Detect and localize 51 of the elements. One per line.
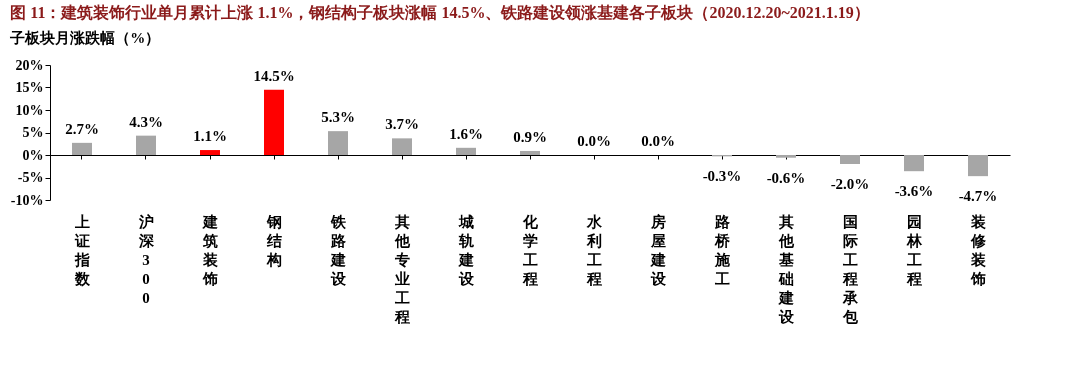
chart-subtitle: 子板块月涨跌幅（%） — [9, 30, 161, 46]
x-tick-label: 上证指数 — [73, 213, 91, 287]
data-label: 0.0% — [577, 133, 611, 149]
x-tick-label: 装修装饰 — [969, 213, 987, 287]
bar — [264, 89, 284, 155]
x-tick-label: 路桥施工 — [713, 213, 731, 287]
bar — [72, 142, 92, 155]
bar — [328, 131, 348, 155]
data-label: 14.5% — [253, 67, 295, 84]
y-tick-label: 15% — [15, 80, 44, 95]
data-label: -3.6% — [894, 183, 934, 200]
y-tick-label: 20% — [15, 57, 44, 73]
data-label: 1.1% — [193, 128, 227, 145]
data-label: 3.7% — [385, 116, 419, 133]
x-tick-label: 建筑装饰 — [201, 213, 218, 287]
bar — [968, 155, 988, 177]
x-tick-label: 化学工程 — [521, 213, 539, 287]
data-label: -2.0% — [830, 176, 870, 192]
data-label: -0.6% — [766, 169, 806, 186]
y-tick-label: 5% — [22, 125, 44, 140]
bar — [456, 147, 476, 155]
x-tick-label: 房屋建设 — [649, 212, 667, 287]
x-tick-label: 其他专业工程 — [393, 213, 411, 325]
bar — [136, 135, 156, 155]
data-label: 5.3% — [321, 109, 355, 126]
bar — [200, 150, 220, 155]
x-tick-label: 水利工程 — [585, 213, 603, 287]
data-label: 1.6% — [449, 125, 483, 142]
x-tick-label: 其他基础建设 — [777, 213, 795, 325]
data-label: 0.0% — [641, 133, 675, 149]
y-tick-label: -5% — [17, 170, 44, 185]
bar — [392, 138, 412, 155]
bar — [520, 150, 540, 155]
data-label: -0.3% — [702, 168, 742, 185]
x-tick-label: 城轨建设 — [457, 213, 475, 287]
y-tick-label: 0% — [22, 147, 44, 163]
data-label: 4.3% — [129, 113, 163, 130]
data-label: 2.7% — [65, 120, 99, 137]
x-tick-label: 钢结构 — [265, 213, 282, 268]
y-tick-label: -10% — [10, 192, 44, 208]
chart-title: 图 11：建筑装饰行业单月累计上涨 1.1%，钢结构子板块涨幅 14.5%、铁路建设领涨基建各子板块（2020.12.20~2021.1.19） — [10, 4, 870, 22]
bar — [776, 155, 796, 158]
x-tick-label: 园林工程 — [905, 213, 923, 287]
x-tick-label: 沪深300 — [137, 212, 155, 306]
x-tick-label: 国际工程承包 — [841, 213, 859, 325]
data-label: 0.9% — [513, 128, 547, 145]
bar — [904, 155, 924, 172]
x-tick-label: 铁路建设 — [329, 213, 347, 287]
y-tick-label: 10% — [15, 102, 44, 118]
data-label: -4.7% — [958, 188, 998, 205]
bar — [840, 155, 860, 164]
